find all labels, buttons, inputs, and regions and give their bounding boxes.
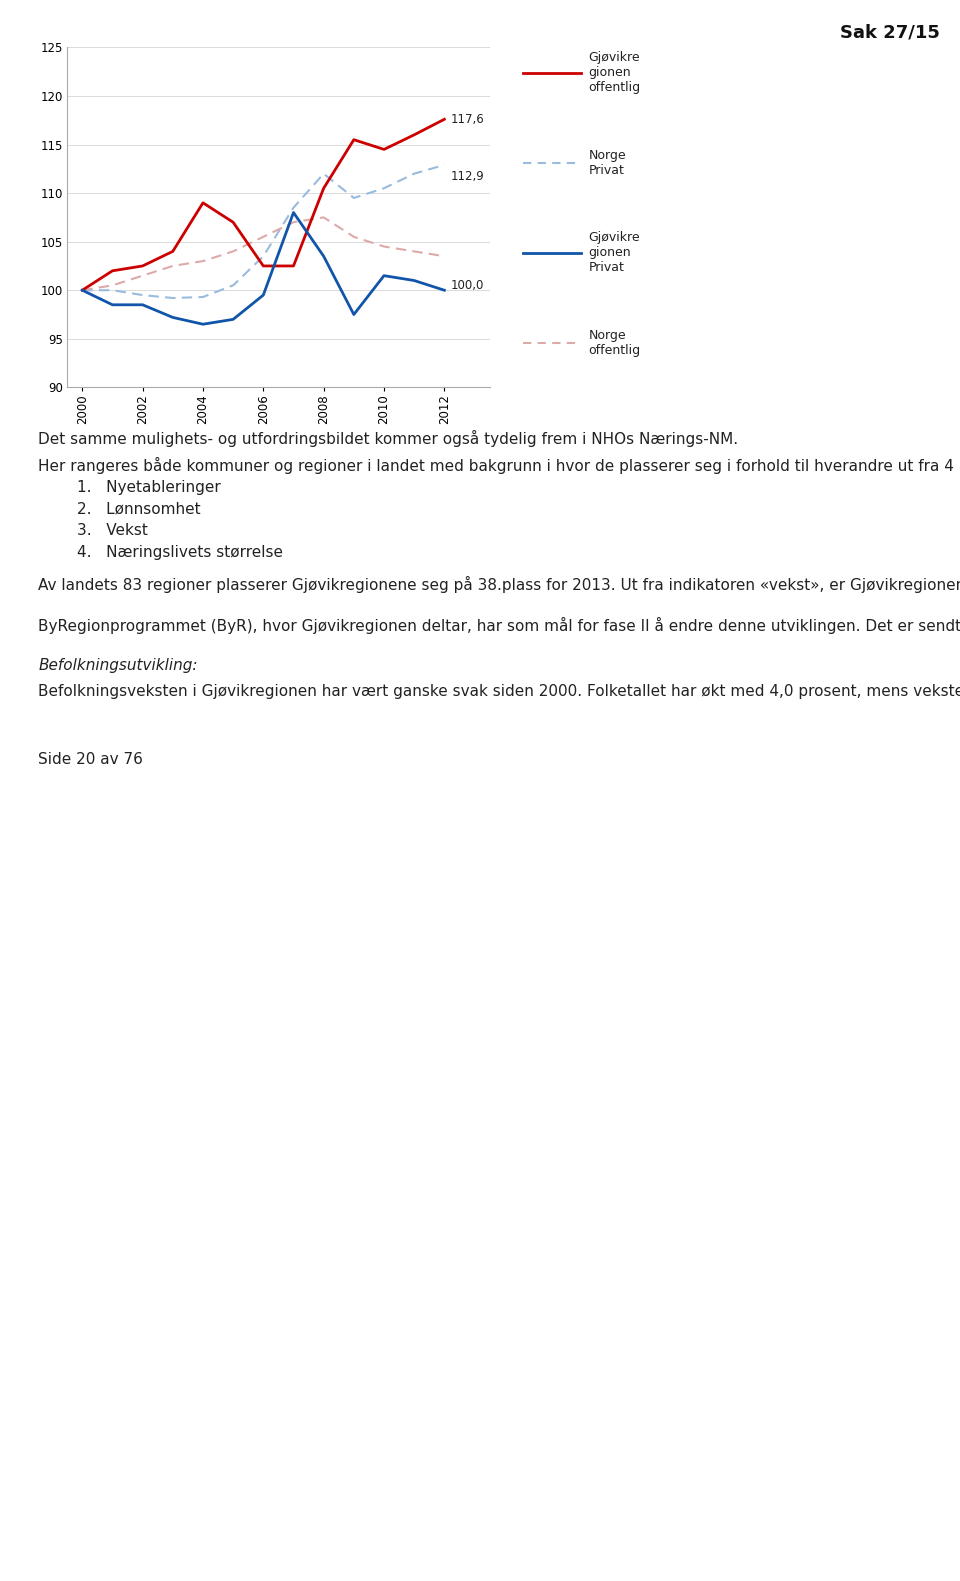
Text: 112,9: 112,9 bbox=[450, 171, 484, 183]
Text: Norge
Privat: Norge Privat bbox=[588, 149, 626, 177]
Text: Gjøvikre
gionen
offentlig: Gjøvikre gionen offentlig bbox=[588, 51, 640, 95]
Text: Side 20 av 76: Side 20 av 76 bbox=[38, 751, 143, 767]
Text: 2.   Lønnsomhet: 2. Lønnsomhet bbox=[77, 501, 201, 517]
Text: Befolkningsutvikling:: Befolkningsutvikling: bbox=[38, 658, 198, 672]
Text: 117,6: 117,6 bbox=[450, 112, 484, 126]
Text: Gjøvikre
gionen
Privat: Gjøvikre gionen Privat bbox=[588, 231, 640, 275]
Text: 4.   Næringslivets størrelse: 4. Næringslivets størrelse bbox=[77, 545, 283, 560]
Text: Her rangeres både kommuner og regioner i landet med bakgrunn i hvor de plasserer: Her rangeres både kommuner og regioner i… bbox=[38, 457, 960, 474]
Text: 1.   Nyetableringer: 1. Nyetableringer bbox=[77, 479, 221, 495]
Text: 100,0: 100,0 bbox=[450, 278, 484, 292]
Text: Av landets 83 regioner plasserer Gjøvikregionene seg på 38.plass for 2013. Ut fr: Av landets 83 regioner plasserer Gjøvikr… bbox=[38, 575, 960, 593]
Text: 3.   Vekst: 3. Vekst bbox=[77, 523, 148, 538]
Text: Det samme mulighets- og utfordringsbildet kommer også tydelig frem i NHOs Næring: Det samme mulighets- og utfordringsbilde… bbox=[38, 430, 738, 447]
Text: Norge
offentlig: Norge offentlig bbox=[588, 329, 640, 357]
Text: Sak 27/15: Sak 27/15 bbox=[840, 24, 940, 41]
Text: Befolkningsveksten i Gjøvikregionen har vært ganske svak siden 2000. Folketallet: Befolkningsveksten i Gjøvikregionen har … bbox=[38, 683, 960, 699]
Text: ByRegionprogrammet (ByR), hvor Gjøvikregionen deltar, har som mål for fase II å : ByRegionprogrammet (ByR), hvor Gjøvikreg… bbox=[38, 617, 960, 634]
